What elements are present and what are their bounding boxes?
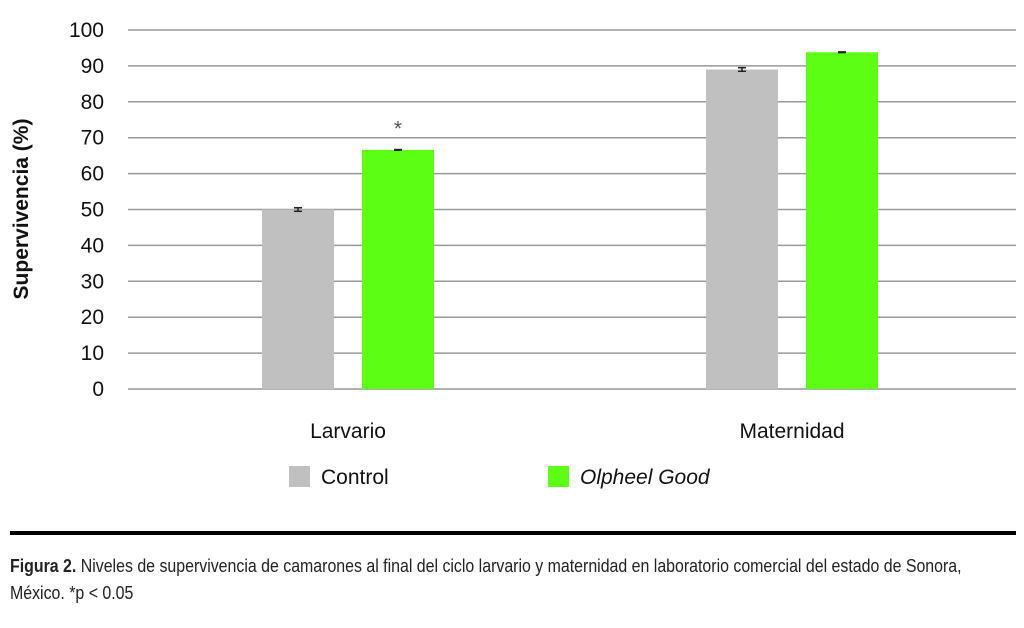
legend-label: Control xyxy=(321,466,389,489)
y-tick-labels: 0 10 20 30 40 50 60 70 80 90 100 xyxy=(69,19,104,401)
y-tick-label: 50 xyxy=(81,199,104,222)
y-tick-label: 30 xyxy=(81,270,104,293)
bar-olpheel-good-larvario xyxy=(362,149,434,389)
y-tick-label: 60 xyxy=(81,163,104,186)
y-tick-label: 100 xyxy=(69,19,104,42)
y-tick-label: 20 xyxy=(81,306,104,329)
caption-label: Figura 2. xyxy=(10,555,77,576)
legend: Control Olpheel Good xyxy=(289,466,711,489)
caption-text: Niveles de supervivencia de camarones al… xyxy=(10,555,962,603)
bar-chart: 0 10 20 30 40 50 60 70 80 90 100 Larvario Maternida… xyxy=(10,19,1016,489)
bar-olpheel-good-maternidad xyxy=(806,52,878,390)
bar-control-maternidad xyxy=(706,69,778,390)
gridlines xyxy=(128,29,1016,390)
y-tick-label: 80 xyxy=(81,91,104,114)
category-label: Larvario xyxy=(310,420,386,443)
legend-label: Olpheel Good xyxy=(580,466,711,489)
significance-marker: * xyxy=(394,117,402,140)
y-tick-label: 10 xyxy=(81,342,104,365)
caption-divider xyxy=(10,531,1016,535)
y-tick-label: 0 xyxy=(92,378,104,401)
category-label: Maternidad xyxy=(739,420,844,443)
y-tick-label: 70 xyxy=(81,127,104,150)
y-tick-label: 40 xyxy=(81,234,104,257)
category-labels: Larvario Maternidad xyxy=(310,420,844,443)
y-tick-label: 90 xyxy=(81,55,104,78)
y-axis-label: Supervivencia (%) xyxy=(10,119,33,300)
figure-caption: Figura 2. Niveles de supervivencia de ca… xyxy=(10,552,1008,606)
annotations: * xyxy=(394,117,402,140)
bars xyxy=(262,51,878,390)
legend-swatch xyxy=(548,466,569,487)
legend-swatch xyxy=(289,466,310,487)
bar-control-larvario xyxy=(262,209,334,389)
